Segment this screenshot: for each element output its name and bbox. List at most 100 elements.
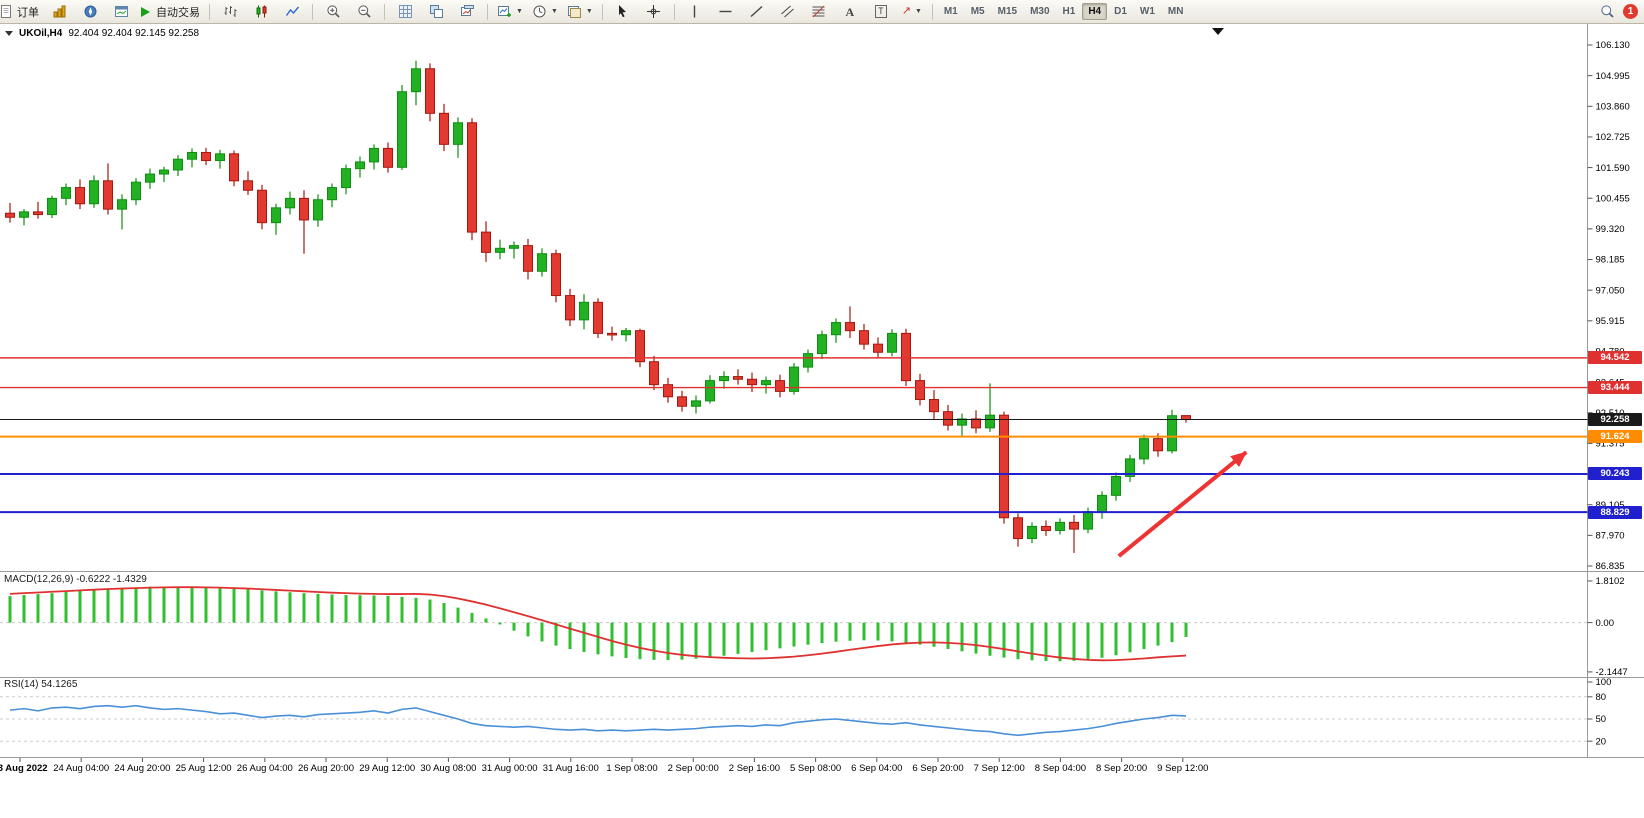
shapes-button[interactable]: ↗ ▼ — [897, 1, 927, 23]
candle-body — [761, 380, 771, 386]
grid-icon — [398, 5, 412, 18]
toolbar-separator — [487, 3, 488, 20]
candle-body — [1027, 525, 1037, 540]
toolbar-separator — [209, 3, 210, 20]
trend-arrow-annotation[interactable] — [1117, 450, 1248, 558]
bar-chart-button[interactable] — [215, 1, 245, 23]
market-watch-button[interactable] — [44, 1, 74, 23]
vertical-line-button[interactable] — [680, 1, 710, 23]
rsi-line — [9, 704, 1187, 737]
time-axis-label: 26 Aug 04:00 — [237, 763, 293, 774]
text-button[interactable]: A — [835, 1, 865, 23]
vertical-line-icon — [694, 5, 696, 18]
toolbar-separator — [384, 3, 385, 20]
text-icon: A — [845, 4, 855, 19]
candle-body — [187, 151, 197, 160]
chart-shift-marker[interactable] — [1212, 28, 1224, 35]
crosshair-icon — [647, 5, 661, 18]
candle-body — [691, 400, 701, 407]
candle-body — [355, 161, 365, 170]
candle-body — [677, 396, 687, 407]
candle-body — [789, 366, 799, 392]
candle-body — [341, 168, 351, 189]
line-chart-button[interactable] — [277, 1, 307, 23]
template-selector-button[interactable]: ▼ — [563, 1, 597, 23]
period-selector-button[interactable]: ▼ — [528, 1, 562, 23]
terminal-button[interactable] — [106, 1, 136, 23]
time-axis-label: 8 Sep 04:00 — [1035, 763, 1086, 774]
grid-button[interactable] — [390, 1, 420, 23]
zoom-out-button[interactable] — [349, 1, 379, 23]
macd-signal-line — [9, 586, 1187, 662]
toolbar-separator — [601, 3, 603, 20]
tile-windows-button[interactable] — [421, 1, 451, 23]
fibonacci-button[interactable] — [804, 1, 834, 23]
text-label-button[interactable]: T — [866, 1, 896, 23]
timeframe-h1[interactable]: H1 — [1062, 6, 1076, 17]
zoom-in-button[interactable] — [318, 1, 348, 23]
horizontal-line-button[interactable] — [711, 1, 741, 23]
price-axis-label: 101.590 — [1596, 163, 1630, 174]
navigator-icon — [84, 5, 96, 18]
candle-body — [1125, 458, 1135, 477]
candle-body — [1083, 511, 1093, 530]
trendline-button[interactable] — [742, 1, 772, 23]
candle-body — [159, 169, 169, 175]
rsi-indicator-label: RSI(14) 54.1265 — [4, 679, 77, 690]
timeframe-m5[interactable]: M5 — [970, 6, 985, 17]
notification-badge[interactable]: 1 — [1623, 4, 1638, 19]
candle-body — [271, 207, 281, 224]
trendline-icon — [750, 5, 763, 18]
market-watch-icon — [53, 5, 65, 18]
candle-body — [565, 295, 575, 321]
crosshair-button[interactable] — [639, 1, 669, 23]
price-axis-label: 104.995 — [1596, 71, 1630, 82]
new-order-button[interactable]: 订单 — [0, 1, 43, 23]
time-axis-label: 2 Sep 00:00 — [668, 763, 719, 774]
arrow-shape-icon: ↗ — [901, 5, 911, 17]
search-button[interactable] — [1592, 1, 1622, 23]
toolbar-separator — [312, 3, 313, 20]
timeframe-mn[interactable]: MN — [1167, 6, 1184, 17]
candle-body — [453, 122, 463, 145]
candle-body — [201, 151, 211, 162]
chart-header: UKOil,H4 92.404 92.404 92.145 92.258 — [5, 28, 199, 39]
time-axis-label: 25 Aug 12:00 — [176, 763, 232, 774]
price-axis-label: 99.320 — [1596, 224, 1625, 235]
cursor-button[interactable] — [608, 1, 638, 23]
candle-body — [411, 68, 421, 93]
equidistant-channel-button[interactable] — [773, 1, 803, 23]
timeframe-d1[interactable]: D1 — [1114, 6, 1127, 17]
navigator-button[interactable] — [75, 1, 105, 23]
candle-body — [1153, 438, 1163, 452]
timeframe-m15[interactable]: M15 — [997, 6, 1018, 17]
timeframe-m1[interactable]: M1 — [943, 6, 958, 17]
chart-menu-icon[interactable] — [5, 31, 13, 36]
candle-body — [887, 332, 897, 353]
rsi-axis-label: 20 — [1596, 736, 1607, 747]
autotrading-button[interactable]: 自动交易 — [137, 1, 204, 23]
price-axis-label: 106.130 — [1596, 40, 1630, 51]
symbol-period-title: UKOil,H4 — [19, 28, 63, 39]
candle-body — [47, 197, 57, 216]
time-axis-label: 6 Sep 20:00 — [912, 763, 963, 774]
timeframe-w1[interactable]: W1 — [1139, 6, 1155, 17]
price-axis-label: 90.240 — [1596, 469, 1625, 480]
cascade-windows-button[interactable] — [452, 1, 482, 23]
candle-body — [859, 330, 869, 345]
line-chart-icon — [285, 6, 299, 16]
candle-body — [327, 187, 337, 201]
price-axis-label: 94.780 — [1596, 347, 1625, 358]
time-axis-label: 7 Sep 12:00 — [974, 763, 1025, 774]
candle-body — [439, 112, 449, 145]
candle-body — [621, 330, 631, 336]
timeframe-h4[interactable]: H4 — [1082, 3, 1108, 20]
candle-body — [929, 399, 939, 413]
timeframe-m30[interactable]: M30 — [1030, 6, 1050, 17]
time-axis-label: 31 Aug 16:00 — [543, 763, 599, 774]
candlestick-chart-button[interactable] — [246, 1, 276, 23]
ohlc-values: 92.404 92.404 92.145 92.258 — [68, 28, 200, 39]
new-chart-button[interactable]: ▼ — [493, 1, 527, 23]
